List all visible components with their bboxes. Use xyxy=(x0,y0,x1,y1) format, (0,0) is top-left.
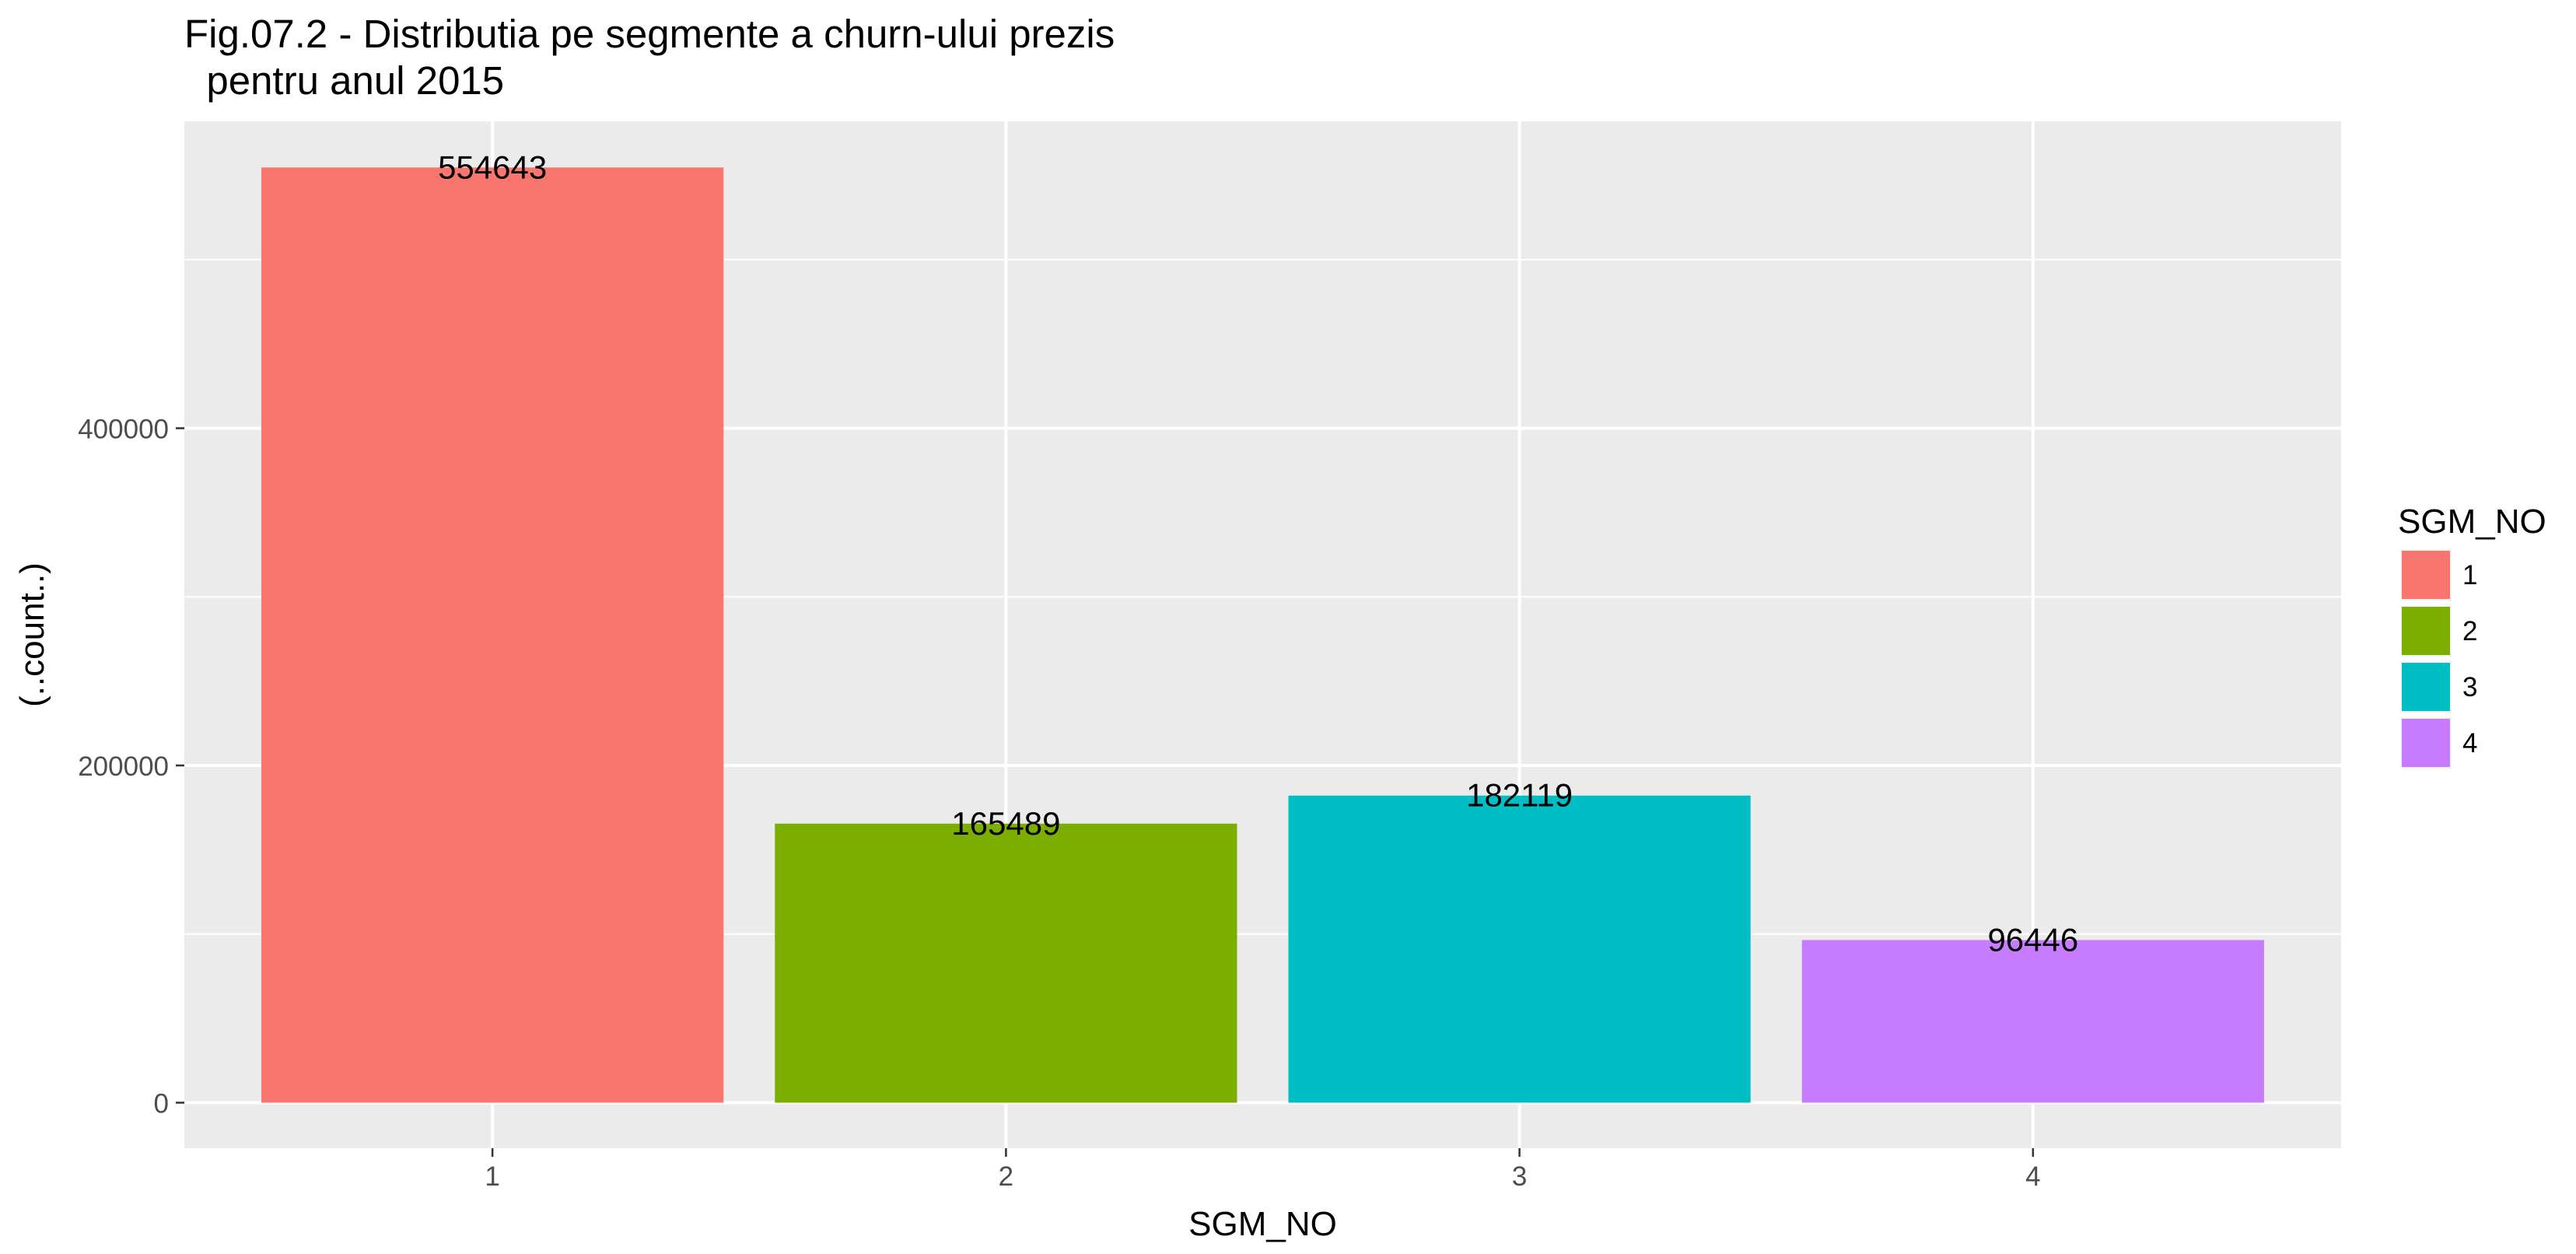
legend-label: 4 xyxy=(2462,728,2477,758)
chart-title: Fig.07.2 - Distributia pe segmente a chu… xyxy=(184,11,1115,104)
legend-label: 1 xyxy=(2462,560,2477,590)
bar-2 xyxy=(775,823,1237,1103)
legend: SGM_NO 1 2 3 4 xyxy=(2398,503,2546,769)
legend-label: 2 xyxy=(2462,616,2477,646)
legend-swatch-3 xyxy=(2402,663,2450,711)
bar-4 xyxy=(1801,940,2264,1103)
bar-3 xyxy=(1288,795,1751,1103)
x-tick-label: 1 xyxy=(485,1161,499,1192)
chart-title-line-2: pentru anul 2015 xyxy=(184,58,505,103)
x-tick-label: 3 xyxy=(1512,1161,1527,1192)
bar-value-label: 554643 xyxy=(438,149,547,185)
bar-value-label: 182119 xyxy=(1466,777,1573,814)
y-axis-title: (..count..) xyxy=(13,562,51,707)
bars xyxy=(261,167,2264,1103)
x-axis-title: SGM_NO xyxy=(1188,1205,1337,1243)
bar-1 xyxy=(261,167,724,1103)
bar-value-label: 165489 xyxy=(951,805,1060,842)
x-axis: 1 2 3 4 xyxy=(485,1148,2041,1192)
legend-label: 3 xyxy=(2462,672,2477,702)
bar-value-label: 96446 xyxy=(1987,921,2078,958)
y-tick-label: 0 xyxy=(154,1088,169,1119)
x-tick-label: 2 xyxy=(999,1161,1013,1192)
legend-title: SGM_NO xyxy=(2398,503,2546,541)
legend-swatch-1 xyxy=(2402,551,2450,599)
legend-swatch-4 xyxy=(2402,719,2450,767)
y-axis: 0 200000 400000 xyxy=(78,414,184,1119)
x-tick-label: 4 xyxy=(2025,1161,2040,1192)
bar-value-labels: 554643 165489 182119 96446 xyxy=(438,149,2078,958)
y-tick-label: 200000 xyxy=(78,751,169,782)
legend-swatch-2 xyxy=(2402,607,2450,655)
y-tick-label: 400000 xyxy=(78,414,169,444)
chart-title-line-1: Fig.07.2 - Distributia pe segmente a chu… xyxy=(184,12,1115,56)
